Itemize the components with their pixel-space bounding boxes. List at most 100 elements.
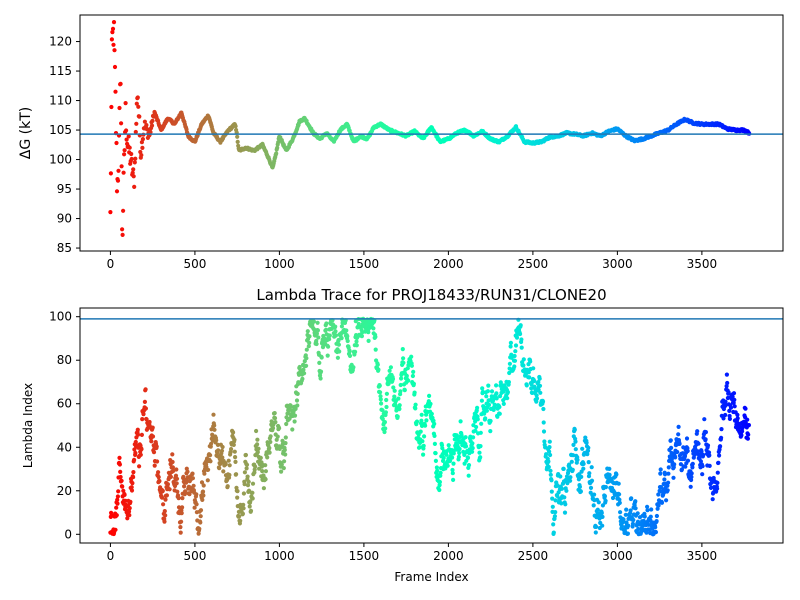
lambda-point xyxy=(509,352,514,357)
lambda-point xyxy=(233,459,238,464)
lambda-point xyxy=(197,526,202,532)
lambda-point xyxy=(689,471,694,476)
lambda-point xyxy=(181,474,186,479)
lambda-point xyxy=(174,476,180,481)
lambda-point xyxy=(129,488,135,493)
lambda-point xyxy=(521,363,526,368)
lambda-point xyxy=(664,498,669,503)
lambda-point xyxy=(151,450,157,455)
lambda-point xyxy=(120,484,125,489)
lambda-point xyxy=(427,393,432,398)
lambda-x-tick-label: 1000 xyxy=(264,549,295,563)
lambda-point xyxy=(458,419,463,424)
delta-g-y-ticks: 85 90 95 100 105 110 115 120 xyxy=(49,35,80,255)
lambda-point xyxy=(250,490,255,495)
lambda-point xyxy=(274,437,279,442)
lambda-point xyxy=(465,455,471,460)
delta-g-point xyxy=(137,114,142,119)
lambda-point xyxy=(167,487,172,492)
lambda-point xyxy=(564,488,569,493)
lambda-point xyxy=(246,479,251,484)
lambda-point xyxy=(428,401,433,406)
lambda-point xyxy=(484,394,489,399)
lambda-point xyxy=(359,334,364,339)
lambda-point xyxy=(212,423,217,428)
lambda-point xyxy=(174,467,179,472)
lambda-point xyxy=(351,365,356,370)
lambda-point xyxy=(656,492,661,497)
lambda-point xyxy=(402,388,407,393)
lambda-point xyxy=(488,418,493,424)
delta-g-y-tick-label: 105 xyxy=(49,123,72,137)
lambda-point xyxy=(185,469,190,474)
delta-g-point xyxy=(275,145,280,150)
lambda-point xyxy=(527,375,532,380)
lambda-point xyxy=(253,464,258,469)
lambda-point xyxy=(540,399,546,404)
lambda-point xyxy=(489,394,494,399)
lambda-point xyxy=(221,469,226,474)
lambda-point xyxy=(232,449,237,454)
lambda-point xyxy=(723,412,728,418)
lambda-point xyxy=(157,479,162,484)
lambda-point xyxy=(223,462,228,467)
lambda-point xyxy=(441,455,446,461)
delta-g-point xyxy=(129,151,134,157)
lambda-point xyxy=(244,466,249,471)
lambda-point xyxy=(553,509,558,515)
lambda-point xyxy=(232,437,237,442)
lambda-point xyxy=(536,387,541,392)
lambda-point xyxy=(571,442,576,447)
lambda-point xyxy=(378,394,383,399)
lambda-point xyxy=(546,459,551,464)
lambda-point xyxy=(131,470,136,475)
lambda-point xyxy=(591,503,596,508)
lambda-point xyxy=(563,502,568,507)
lambda-point xyxy=(202,471,207,476)
lambda-point xyxy=(665,488,670,493)
lambda-point xyxy=(333,333,338,338)
lambda-point xyxy=(380,408,385,413)
lambda-point xyxy=(417,445,422,450)
delta-g-plot: 0 500 1000 1500 2000 2500 3000 3500 85 90 95 100 10… xyxy=(18,14,784,271)
lambda-point xyxy=(268,434,273,439)
lambda-point xyxy=(423,423,428,428)
lambda-point xyxy=(421,452,426,457)
lambda-point xyxy=(149,439,154,444)
lambda-point xyxy=(579,474,584,479)
lambda-point xyxy=(292,413,298,418)
lambda-point xyxy=(131,475,136,480)
lambda-point xyxy=(241,502,246,507)
lambda-point xyxy=(586,445,591,450)
lambda-point xyxy=(745,436,751,441)
delta-g-point xyxy=(111,42,116,47)
lambda-point xyxy=(743,406,748,411)
lambda-point xyxy=(654,519,659,524)
lambda-point xyxy=(333,324,338,329)
lambda-point xyxy=(551,530,556,535)
lambda-point xyxy=(494,383,499,388)
lambda-point xyxy=(727,408,732,413)
lambda-point xyxy=(295,391,300,396)
lambda-point xyxy=(241,506,246,511)
lambda-point xyxy=(471,435,476,440)
lambda-point xyxy=(217,466,222,471)
lambda-point xyxy=(302,371,307,376)
lambda-point xyxy=(318,369,324,374)
delta-g-point xyxy=(110,29,115,35)
delta-g-point xyxy=(115,178,121,183)
lambda-point xyxy=(573,439,578,444)
lambda-point xyxy=(229,447,234,452)
lambda-point xyxy=(344,328,349,333)
lambda-point xyxy=(653,525,658,530)
lambda-point xyxy=(603,485,609,490)
lambda-point xyxy=(498,394,503,399)
delta-g-point xyxy=(121,208,126,213)
lambda-point xyxy=(410,373,415,379)
lambda-point xyxy=(168,474,173,479)
lambda-plot-title: Lambda Trace for PROJ18433/RUN31/CLONE20 xyxy=(256,286,606,304)
lambda-point xyxy=(654,513,660,519)
lambda-point xyxy=(170,465,175,470)
lambda-point xyxy=(573,447,578,452)
lambda-point xyxy=(740,429,745,434)
